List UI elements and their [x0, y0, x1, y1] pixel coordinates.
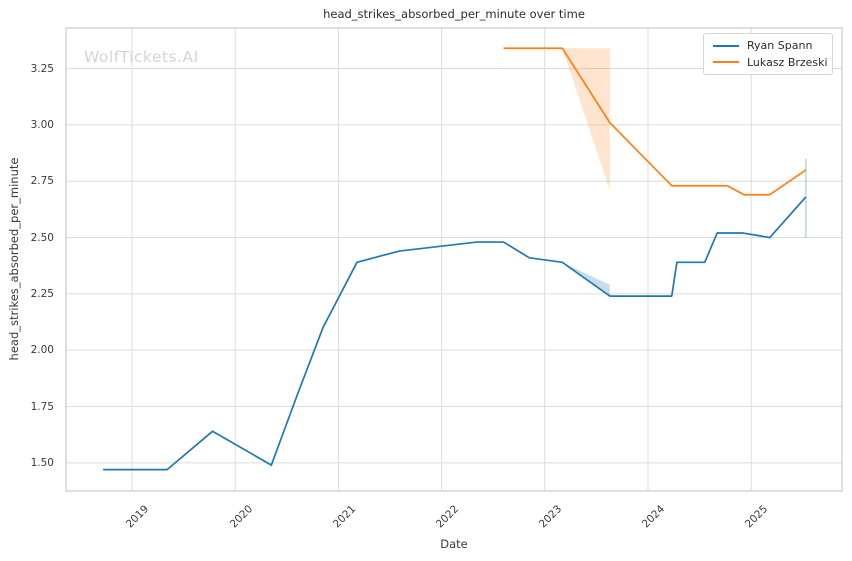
legend-item-ryan-spann: Ryan Spann: [713, 39, 832, 52]
x-axis-label: Date: [440, 537, 468, 551]
y-tick-label: 1.75: [30, 400, 54, 413]
legend-item-lukasz-brzeski: Lukasz Brzeski: [713, 56, 832, 69]
y-tick-label: 2.75: [30, 175, 54, 188]
y-axis-label: head_strikes_absorbed_per_minute: [7, 157, 21, 361]
watermark: WolfTickets.AI: [84, 48, 199, 66]
series-line-lukasz-brzeski: [503, 47, 807, 196]
confidence-band: [562, 48, 610, 191]
chart-title: head_strikes_absorbed_per_minute over ti…: [323, 7, 585, 21]
y-tick-label: 1.50: [30, 456, 54, 469]
y-tick-label: 2.50: [30, 231, 54, 244]
plot-border: [65, 27, 843, 492]
y-tick-label: 2.25: [30, 287, 54, 300]
legend-line-swatch-blue: [713, 44, 739, 47]
legend-label: Lukasz Brzeski: [747, 55, 828, 69]
y-tick-label: 3.00: [30, 118, 54, 131]
y-tick-label: 3.25: [30, 62, 54, 75]
legend-label: Ryan Spann: [747, 39, 813, 53]
legend: Ryan Spann Lukasz Brzeski: [703, 33, 833, 75]
legend-line-swatch-orange: [713, 61, 739, 64]
plot-background: [66, 28, 842, 491]
series-line-ryan-spann: [103, 196, 807, 471]
y-tick-label: 2.00: [30, 344, 54, 357]
